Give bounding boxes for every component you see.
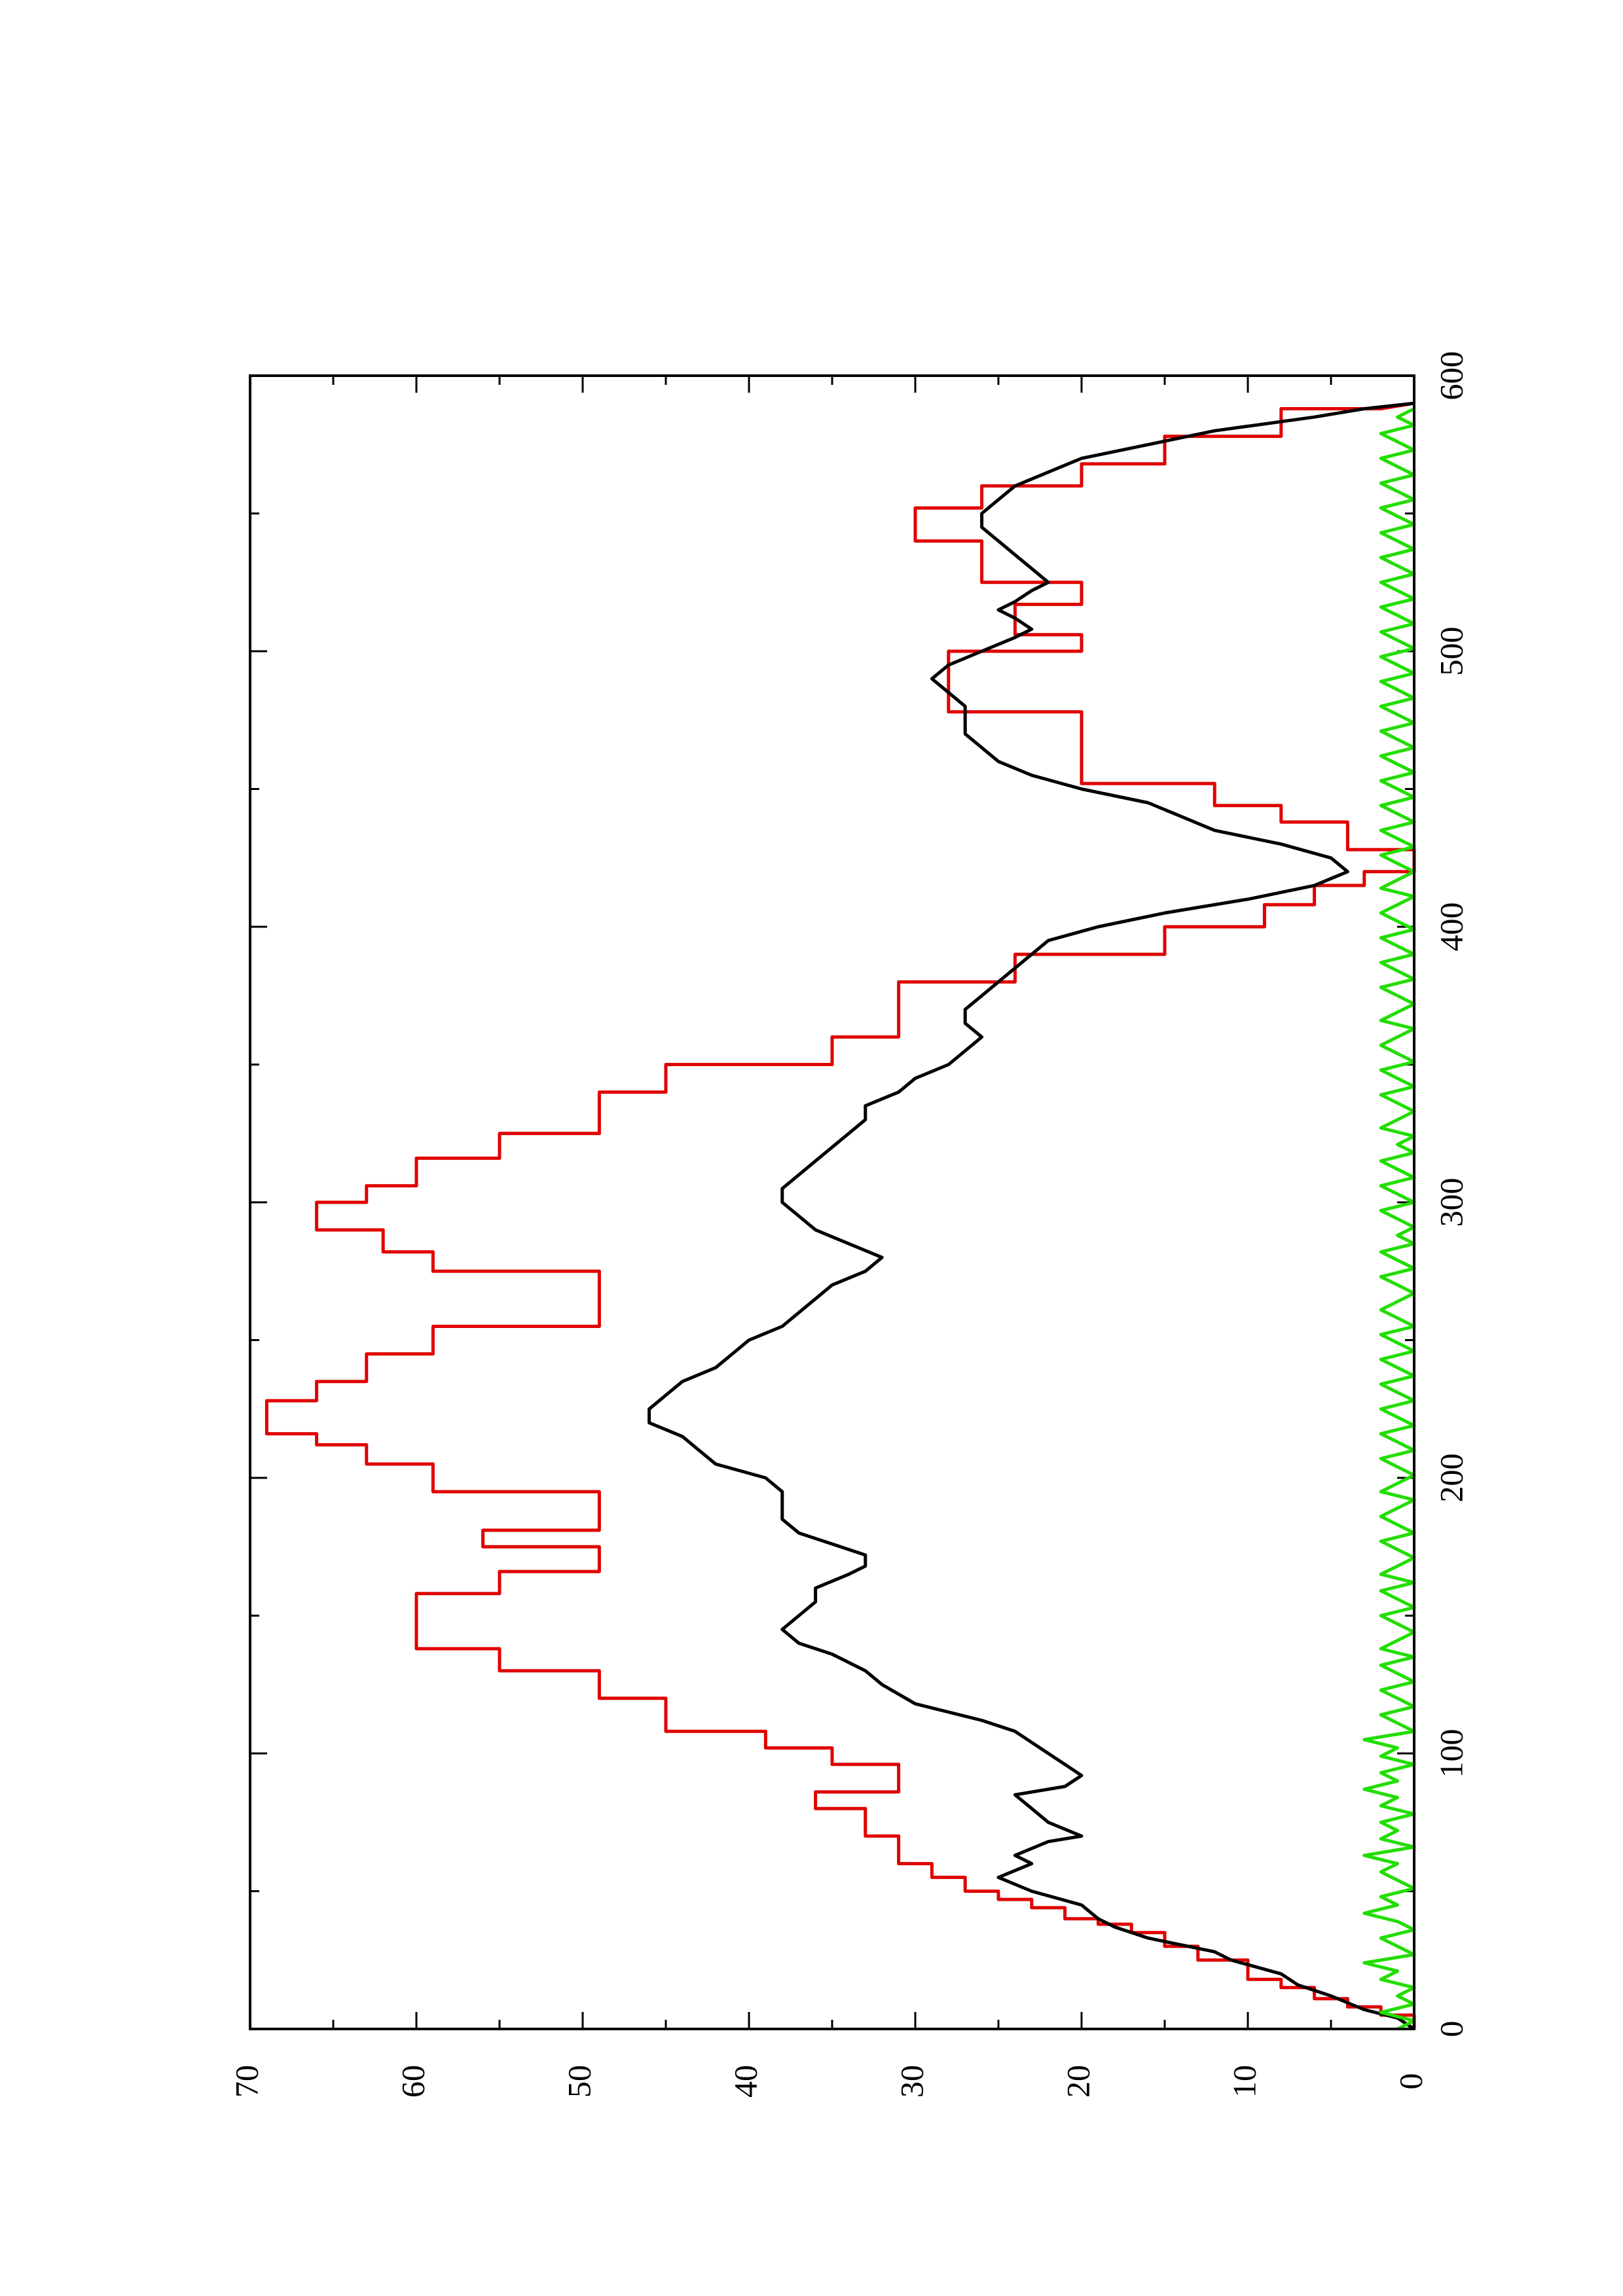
x-tick-label: 0 <box>1432 2021 1469 2037</box>
x-tick-label: 100 <box>1432 1729 1469 1778</box>
plot-area <box>264 401 1416 2031</box>
y-tick-label: 10 <box>1226 2065 1262 2098</box>
x-tick-label: 200 <box>1432 1454 1469 1503</box>
y-axis: 0 10 20 30 40 50 60 70 <box>228 376 1429 2098</box>
y-tick-label: 40 <box>727 2065 763 2098</box>
y-tick-label: 30 <box>893 2065 930 2098</box>
series-line-red <box>264 401 1416 2029</box>
y-tick-label: 0 <box>1392 2073 1429 2090</box>
x-tick-label: 300 <box>1432 1178 1469 1227</box>
x-tick-label: 600 <box>1432 351 1469 401</box>
x-tick-label: 500 <box>1432 627 1469 676</box>
series-line-green <box>1362 407 1416 2031</box>
series-line-black <box>647 401 1415 2031</box>
y-tick-label: 60 <box>394 2065 431 2098</box>
x-axis: 0 100 200 300 400 500 600 <box>250 351 1469 2037</box>
y-tick-label: 20 <box>1059 2065 1096 2098</box>
plot-frame <box>249 374 1415 2030</box>
y-tick-label: 50 <box>560 2065 597 2098</box>
y-tick-label: 70 <box>228 2065 264 2098</box>
x-tick-label: 400 <box>1432 903 1469 952</box>
